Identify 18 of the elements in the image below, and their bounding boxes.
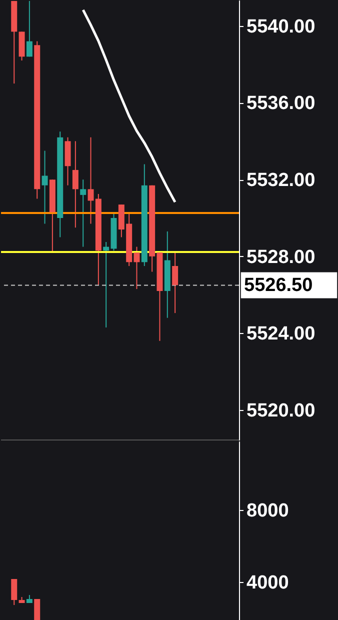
y-tick-label: 5524.00 xyxy=(246,324,316,345)
candlestick xyxy=(80,179,86,248)
candlestick xyxy=(26,0,32,58)
y-tick-label: 5528.00 xyxy=(246,246,316,268)
ref-line-label: 5526.50 xyxy=(244,275,313,296)
line-series xyxy=(82,8,176,204)
y-tick-label: 5536.00 xyxy=(246,93,316,114)
y-tick-label: 5532.00 xyxy=(246,170,316,192)
candlestick xyxy=(42,150,48,224)
candlestick xyxy=(34,598,40,620)
candlestick xyxy=(103,241,110,328)
candlestick xyxy=(72,140,78,228)
y-tick-label: 5540.00 xyxy=(246,16,316,38)
y-tick-label: 5520.00 xyxy=(246,400,316,422)
y-tick-label: 8000 xyxy=(246,500,289,522)
y-tick-label: 4000 xyxy=(246,572,289,594)
candlestick xyxy=(172,252,178,314)
candlestick xyxy=(11,578,18,606)
